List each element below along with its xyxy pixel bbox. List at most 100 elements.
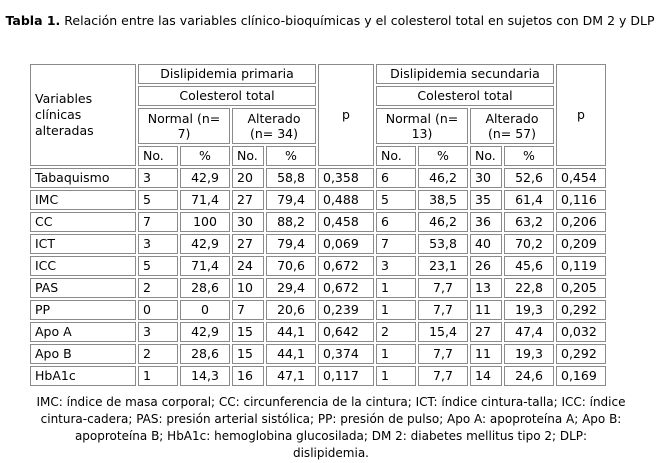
table-cell: 0,672 (318, 278, 374, 298)
table-cell: 15 (232, 322, 264, 342)
table-cell: 36 (470, 212, 502, 232)
unit-no-header: No. (470, 146, 502, 166)
table-cell: 0 (138, 300, 178, 320)
table-cell: 7,7 (418, 344, 468, 364)
table-cell: 58,8 (266, 168, 316, 188)
table-cell: 19,3 (504, 300, 554, 320)
row-label: Apo B (30, 344, 136, 364)
table-row: Apo B 2 28,6 15 44,1 0,374 1 7,7 11 19,3 0,292 (30, 344, 606, 364)
table-cell: 42,9 (180, 322, 230, 342)
table-cell: 5 (138, 256, 178, 276)
table-cell: 42,9 (180, 234, 230, 254)
table-cell: 0,292 (556, 300, 606, 320)
table-cell: 0,116 (556, 190, 606, 210)
table-cell: 26 (470, 256, 502, 276)
table-cell: 70,6 (266, 256, 316, 276)
table-cell: 46,2 (418, 168, 468, 188)
table-cell: 100 (180, 212, 230, 232)
table-cell: 2 (376, 322, 416, 342)
table-cell: 53,8 (418, 234, 468, 254)
table-cell: 0,209 (556, 234, 606, 254)
row-label: Apo A (30, 322, 136, 342)
table-cell: 7,7 (418, 300, 468, 320)
table-cell: 14,3 (180, 366, 230, 386)
p-header-1: p (318, 64, 374, 166)
table-cell: 6 (376, 168, 416, 188)
table-cell: 20 (232, 168, 264, 188)
table-row: PP 0 0 7 20,6 0,239 1 7,7 11 19,3 0,292 (30, 300, 606, 320)
table-row: ICC 5 71,4 24 70,6 0,672 3 23,1 26 45,6 0,119 (30, 256, 606, 276)
row-label: Tabaquismo (30, 168, 136, 188)
table-cell: 11 (470, 300, 502, 320)
caption-label: Tabla 1. (5, 13, 61, 28)
table-cell: 70,2 (504, 234, 554, 254)
row-label: IMC (30, 190, 136, 210)
table-cell: 3 (138, 234, 178, 254)
table-cell: 1 (376, 366, 416, 386)
table-row: IMC 5 71,4 27 79,4 0,488 5 38,5 35 61,4 0,116 (30, 190, 606, 210)
table-cell: 22,8 (504, 278, 554, 298)
table-cell: 71,4 (180, 256, 230, 276)
table-cell: 2 (138, 344, 178, 364)
table-cell: 7,7 (418, 366, 468, 386)
table-cell: 7 (232, 300, 264, 320)
table-cell: 3 (138, 168, 178, 188)
table-cell: 38,5 (418, 190, 468, 210)
table-cell: 7,7 (418, 278, 468, 298)
table-cell: 7 (376, 234, 416, 254)
header-normal-2: Normal (n= 13) (376, 108, 468, 144)
table-cell: 30 (232, 212, 264, 232)
unit-pct-header: % (180, 146, 230, 166)
table-cell: 40 (470, 234, 502, 254)
table-cell: 27 (232, 190, 264, 210)
table-cell: 5 (376, 190, 416, 210)
table-cell: 20,6 (266, 300, 316, 320)
table-cell: 0,292 (556, 344, 606, 364)
table-row: HbA1c 1 14,3 16 47,1 0,117 1 7,7 14 24,6 0,169 (30, 366, 606, 386)
table-cell: 27 (232, 234, 264, 254)
table-cell: 0,069 (318, 234, 374, 254)
table-cell: 47,1 (266, 366, 316, 386)
row-header-cell: Variables clínicas alteradas (30, 64, 136, 166)
subheader-colesterol-2: Colesterol total (376, 86, 554, 106)
table-cell: 7 (138, 212, 178, 232)
row-label: PAS (30, 278, 136, 298)
table-cell: 10 (232, 278, 264, 298)
group-header-primaria: Dislipidemia primaria (138, 64, 316, 84)
row-label: ICC (30, 256, 136, 276)
header-normal-1: Normal (n= 7) (138, 108, 230, 144)
table-cell: 0,672 (318, 256, 374, 276)
table-cell: 44,1 (266, 322, 316, 342)
table-footnote: IMC: índice de masa corporal; CC: circun… (36, 395, 626, 460)
p-header-2: p (556, 64, 606, 166)
table-cell: 0,374 (318, 344, 374, 364)
table-cell: 0 (180, 300, 230, 320)
header-alterado-1: Alterado (n= 34) (232, 108, 316, 144)
subheader-colesterol-1: Colesterol total (138, 86, 316, 106)
table-cell: 47,4 (504, 322, 554, 342)
table-cell: 1 (376, 300, 416, 320)
table-cell: 42,9 (180, 168, 230, 188)
caption-text: Relación entre las variables clínico-bio… (64, 13, 655, 28)
table-cell: 0,488 (318, 190, 374, 210)
table-cell: 45,6 (504, 256, 554, 276)
table-cell: 30 (470, 168, 502, 188)
table-cell: 27 (470, 322, 502, 342)
table-cell: 35 (470, 190, 502, 210)
table-cell: 1 (376, 278, 416, 298)
table-cell: 0,458 (318, 212, 374, 232)
table-cell: 0,119 (556, 256, 606, 276)
table-cell: 15,4 (418, 322, 468, 342)
group-header-secundaria: Dislipidemia secundaria (376, 64, 554, 84)
table-cell: 11 (470, 344, 502, 364)
table-cell: 0,454 (556, 168, 606, 188)
unit-pct-header: % (266, 146, 316, 166)
table-cell: 15 (232, 344, 264, 364)
table-cell: 52,6 (504, 168, 554, 188)
table-cell: 0,032 (556, 322, 606, 342)
table-cell: 24 (232, 256, 264, 276)
table-row: PAS 2 28,6 10 29,4 0,672 1 7,7 13 22,8 0,205 (30, 278, 606, 298)
unit-no-header: No. (138, 146, 178, 166)
table-cell: 2 (138, 278, 178, 298)
unit-no-header: No. (232, 146, 264, 166)
